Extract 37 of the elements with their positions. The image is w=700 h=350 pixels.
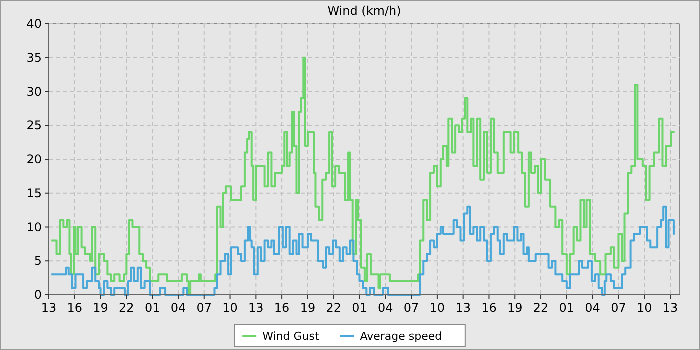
y-tick-label: 20 bbox=[26, 152, 42, 166]
x-tick-label: 01 bbox=[352, 301, 368, 315]
x-tick-label: 16 bbox=[67, 301, 83, 315]
x-tick-label: 07 bbox=[404, 301, 420, 315]
x-tick-label: 13 bbox=[456, 301, 471, 315]
y-tick-label: 40 bbox=[26, 17, 42, 31]
x-tick-label: 10 bbox=[222, 301, 238, 315]
x-tick-label: 19 bbox=[93, 301, 108, 315]
y-tick-label: 30 bbox=[26, 84, 42, 99]
x-tick-label: 13 bbox=[248, 301, 264, 315]
x-tick-label: 13 bbox=[41, 301, 57, 315]
chart-title: Wind (km/h) bbox=[328, 4, 402, 18]
x-tick-label: 07 bbox=[196, 301, 212, 315]
x-tick-label: 01 bbox=[144, 301, 160, 315]
x-tick-label: 16 bbox=[274, 301, 290, 315]
x-tick-label: 07 bbox=[611, 301, 626, 315]
x-tick-label: 04 bbox=[378, 301, 394, 315]
legend-label: Wind Gust bbox=[262, 330, 320, 343]
x-tick-label: 22 bbox=[326, 301, 342, 315]
y-tick-label: 0 bbox=[34, 288, 42, 302]
y-tick-label: 25 bbox=[26, 118, 42, 133]
x-tick-label: 04 bbox=[585, 301, 600, 315]
x-tick-label: 22 bbox=[533, 301, 549, 315]
y-tick-label: 15 bbox=[26, 186, 42, 200]
x-tick-label: 10 bbox=[636, 301, 652, 315]
legend-label: Average speed bbox=[360, 330, 442, 343]
x-tick-label: 13 bbox=[662, 301, 678, 315]
y-tick-label: 5 bbox=[34, 254, 42, 268]
x-tick-label: 16 bbox=[482, 301, 497, 315]
x-tick-label: 01 bbox=[559, 301, 575, 315]
x-tick-label: 22 bbox=[119, 301, 134, 315]
y-tick-label: 10 bbox=[26, 220, 42, 234]
y-tick-label: 35 bbox=[26, 50, 42, 65]
x-tick-label: 19 bbox=[300, 301, 316, 315]
x-tick-label: 04 bbox=[170, 301, 186, 315]
x-tick-label: 10 bbox=[430, 301, 446, 315]
x-tick-label: 19 bbox=[507, 301, 523, 315]
